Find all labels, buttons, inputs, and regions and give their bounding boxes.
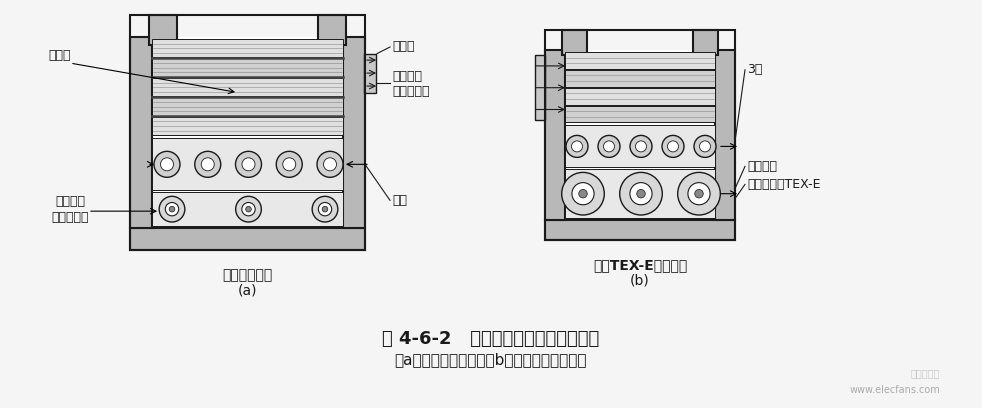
Bar [562,30,587,55]
Circle shape [635,141,646,152]
Bar [565,50,715,220]
Bar [364,53,376,93]
Bar [152,37,343,228]
Bar [545,30,735,240]
Bar [152,117,343,135]
Circle shape [668,141,679,152]
Circle shape [242,158,255,171]
Circle shape [620,173,662,215]
Text: 阻挡栅: 阻挡栅 [49,49,72,62]
Circle shape [629,183,652,205]
Circle shape [322,206,328,212]
Circle shape [317,151,343,177]
Text: （漆包线）: （漆包线） [51,211,88,224]
Circle shape [236,196,261,222]
Bar [318,15,346,45]
Bar [565,88,715,104]
Text: 传统的变压器: 传统的变压器 [222,268,273,282]
Text: 一次绕组: 一次绕组 [392,70,422,83]
Bar [565,125,715,167]
Bar [693,30,718,55]
Circle shape [662,135,684,157]
Circle shape [630,135,652,157]
Circle shape [312,196,338,222]
Text: 使用TEX-E的变压器: 使用TEX-E的变压器 [593,258,687,272]
Circle shape [159,196,185,222]
Circle shape [636,189,645,198]
Circle shape [562,173,604,215]
Bar [343,37,365,228]
Bar [130,37,152,228]
Circle shape [160,158,174,171]
Circle shape [566,135,588,157]
Text: 三层绝缘线TEX-E: 三层绝缘线TEX-E [747,178,821,191]
Circle shape [246,206,251,212]
Circle shape [201,158,214,171]
Bar [545,220,735,240]
Circle shape [236,151,261,177]
Text: 二次绕组: 二次绕组 [55,195,85,208]
Circle shape [323,158,337,171]
Bar [152,192,343,226]
Text: 图 4-6-2   两种高频变压器的结构比较: 图 4-6-2 两种高频变压器的结构比较 [382,330,600,348]
Text: 绝缘带: 绝缘带 [392,40,414,53]
Circle shape [276,151,302,177]
Circle shape [572,183,594,205]
Text: （漆包线）: （漆包线） [392,85,429,98]
Circle shape [678,173,721,215]
Bar [565,70,715,87]
Circle shape [165,202,179,216]
Text: 二次绕组: 二次绕组 [747,160,777,173]
Bar [715,50,735,220]
Text: 骨架: 骨架 [392,194,407,207]
Bar [535,55,545,120]
Circle shape [318,202,332,216]
Circle shape [699,141,711,152]
Bar [152,78,343,96]
Bar [130,228,365,250]
Bar [545,50,565,220]
Circle shape [578,189,587,198]
Bar [149,15,177,45]
Bar [152,39,343,58]
Bar [565,169,715,218]
Circle shape [688,183,710,205]
Bar [565,52,715,69]
Bar [152,138,343,190]
Circle shape [283,158,296,171]
Bar [152,98,343,116]
Circle shape [194,151,221,177]
Circle shape [598,135,620,157]
Circle shape [154,151,180,177]
Bar [565,106,715,122]
Text: (a): (a) [238,284,257,298]
Circle shape [169,206,175,212]
Bar [152,58,343,77]
Circle shape [694,189,703,198]
Circle shape [694,135,716,157]
Bar [130,15,365,250]
Text: 电子发烧友: 电子发烧友 [910,368,940,378]
Text: www.elecfans.com: www.elecfans.com [849,385,940,395]
Circle shape [572,141,582,152]
Text: (b): (b) [630,274,650,288]
Circle shape [242,202,255,216]
Text: 3层: 3层 [747,63,762,76]
Circle shape [604,141,615,152]
Text: （a）用漆包线绕制；（b）用三层绝缘线绕制: （a）用漆包线绕制；（b）用三层绝缘线绕制 [395,352,587,367]
